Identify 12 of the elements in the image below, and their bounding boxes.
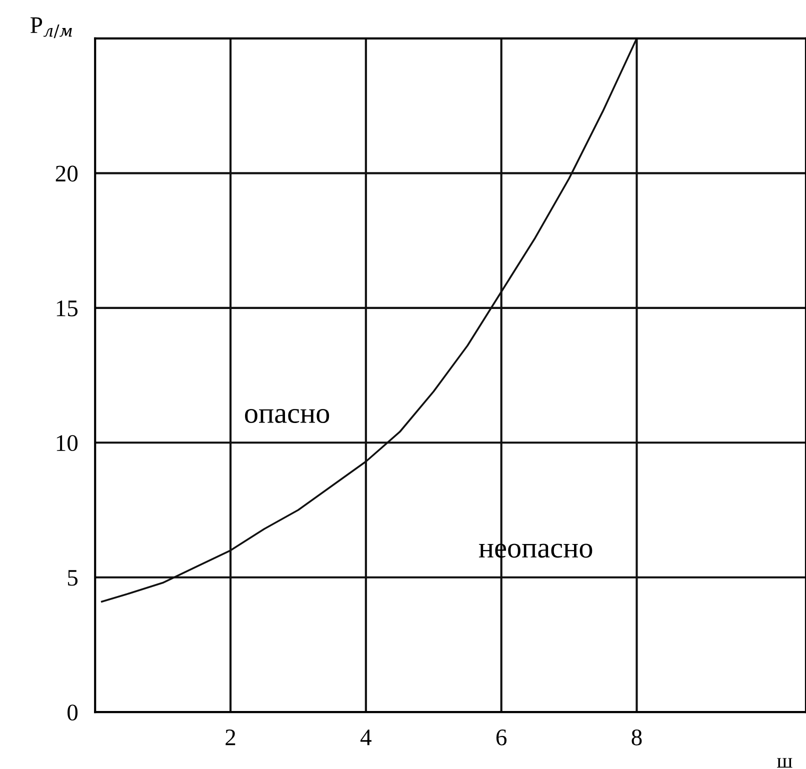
x-tick-label: 8	[632, 729, 642, 746]
y-tick-label: 5	[68, 570, 78, 586]
y-tick-label: 15	[56, 300, 78, 316]
y-tick-label: 10	[56, 435, 78, 452]
x-tick-label: 2	[226, 730, 236, 746]
x-tick-label: 4	[360, 730, 372, 746]
y-axis-title: P$_{л/м}$	[30, 17, 72, 38]
y-tick-label: 0	[68, 704, 78, 721]
x-tick-label: 6	[496, 730, 507, 746]
x-axis-title: ш	[777, 758, 792, 768]
annotation: опасно	[245, 408, 330, 423]
y-tick-label: 20	[56, 166, 78, 182]
